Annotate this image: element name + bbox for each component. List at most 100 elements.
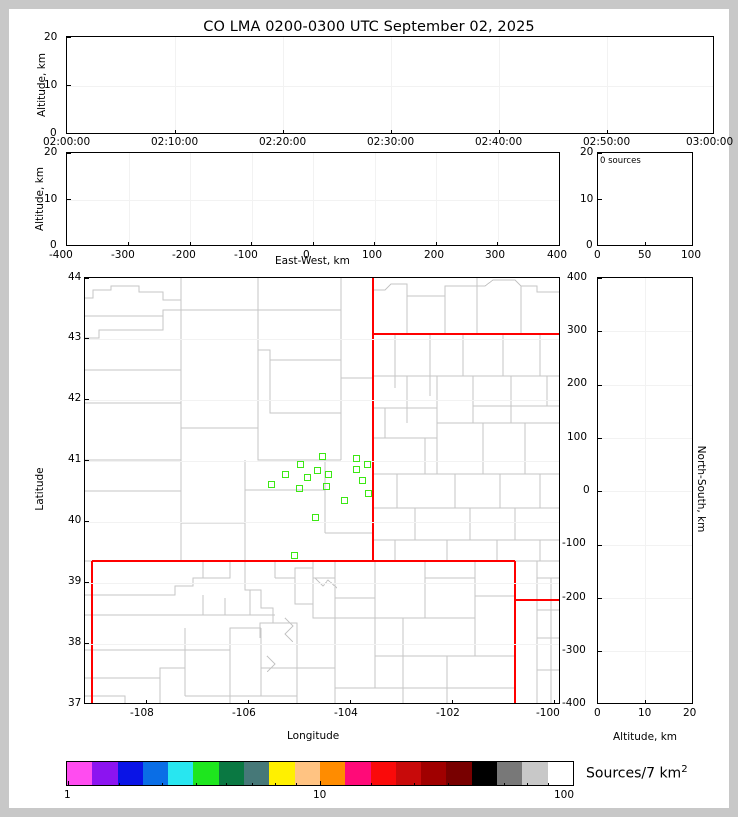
ns-ytick-200: 200 [567,377,588,389]
ns-ytick-100: 100 [567,431,588,443]
lma-source-marker [291,552,298,559]
hist-ytick-10: 10 [580,193,594,205]
hist-xtick-100: 100 [681,249,702,261]
sources-density-colorbar[interactable] [66,761,574,786]
colorbar-swatch-15 [446,762,472,785]
colorbar-tick [275,783,276,786]
ew-xtick-5: 100 [362,249,383,261]
th-ylabel: Altitude, km [36,53,48,118]
map-xtick-100: -100 [536,707,560,719]
ew-xtick-0: -400 [49,249,73,261]
ns-ytick-400: 400 [567,271,588,283]
ns-ylabel: North-South, km [695,445,707,533]
lma-source-marker [323,483,330,490]
ew-xtick-1: -300 [111,249,135,261]
ns-ytick--100: -100 [562,537,586,549]
th-ytick-0: 0 [50,127,57,139]
th-ytick-20: 20 [44,31,58,43]
map-xlabel: Longitude [287,730,340,742]
hist-ytick-0: 0 [586,239,593,251]
map-ytick-38: 38 [68,636,82,648]
lma-source-marker [353,455,360,462]
colorbar-swatch-1 [92,762,118,785]
lma-source-marker [282,471,289,478]
colorbar-tick [320,781,321,786]
colorbar-tick [68,781,69,786]
colorbar-swatch-14 [421,762,447,785]
colorbar-tick [226,783,227,786]
ns-xtick-0: 0 [594,707,601,719]
map-xtick-102: -102 [436,707,460,719]
lma-source-marker [319,453,326,460]
colorbar-tick [162,783,163,786]
lma-source-marker [314,467,321,474]
time-height-panel[interactable] [66,36,714,134]
lma-source-marker [268,481,275,488]
colorbar-tick [527,783,528,786]
colorbar-tick-100: 100 [554,789,575,801]
north-south-altitude-panel[interactable] [597,277,693,704]
map-ytick-37: 37 [68,697,82,709]
map-ytick-41: 41 [68,453,82,465]
colorbar-tick [119,783,120,786]
colorbar-tick [548,783,549,786]
ns-xtick-20: 20 [683,707,697,719]
colorbar-swatch-18 [522,762,548,785]
th-xtick-0: 02:00:00 [43,136,91,148]
colorbar-swatch-16 [471,762,498,785]
th-ytick-10: 10 [44,79,58,91]
colorbar-title: Sources/7 km2 [586,764,688,782]
lma-source-marker [304,474,311,481]
colorbar-tick-10: 10 [313,789,327,801]
plan-view-map-panel[interactable] [84,277,560,704]
colorbar-title-text: Sources/7 km [586,765,682,782]
hist-xtick-0: 0 [594,249,601,261]
east-west-altitude-panel[interactable] [66,152,560,246]
ns-ytick-0: 0 [583,484,590,496]
colorbar-title-exponent: 2 [681,764,688,775]
histogram-source-count: 0 sources [600,156,641,166]
ns-xtick-10: 10 [638,707,652,719]
colorbar-swatch-7 [244,762,270,785]
ew-xlabel: East-West, km [275,255,350,267]
th-xtick-4: 02:40:00 [475,136,523,148]
colorbar-swatch-0 [67,762,93,785]
colorbar-swatch-2 [117,762,143,785]
ew-ytick-10: 10 [44,193,58,205]
map-xtick-108: -108 [130,707,154,719]
colorbar-swatch-5 [193,762,219,785]
map-ytick-40: 40 [68,514,82,526]
map-ytick-42: 42 [68,392,82,404]
altitude-histogram-panel[interactable]: 0 sources [597,152,693,246]
lma-source-marker [365,490,372,497]
lma-source-marker [296,485,303,492]
colorbar-tick-1: 1 [64,789,71,801]
ns-xlabel: Altitude, km [613,731,678,743]
colorbar-swatch-4 [168,762,194,785]
colorbar-tick [414,783,415,786]
colorbar-tick [448,783,449,786]
map-ytick-44: 44 [68,271,82,283]
map-ytick-39: 39 [68,575,82,587]
map-xtick-104: -104 [334,707,358,719]
ns-ytick--400: -400 [562,697,586,709]
colorbar-tick [196,783,197,786]
th-xtick-2: 02:20:00 [259,136,307,148]
colorbar-swatch-19 [547,762,573,785]
ew-xtick-4: 0 [303,249,310,261]
page-title: CO LMA 0200-0300 UTC September 02, 2025 [203,19,535,35]
map-xtick-106: -106 [232,707,256,719]
lma-source-marker [359,477,366,484]
th-xtick-1: 02:10:00 [151,136,199,148]
colorbar-swatch-3 [142,762,169,785]
lma-source-marker [297,461,304,468]
colorbar-swatch-10 [319,762,346,785]
hist-xtick-50: 50 [638,249,652,261]
colorbar-swatch-9 [294,762,320,785]
colorbar-tick [504,783,505,786]
ew-ytick-20: 20 [44,146,58,158]
ew-xtick-3: -100 [234,249,258,261]
ew-xtick-7: 300 [485,249,506,261]
colorbar-tick [252,783,253,786]
